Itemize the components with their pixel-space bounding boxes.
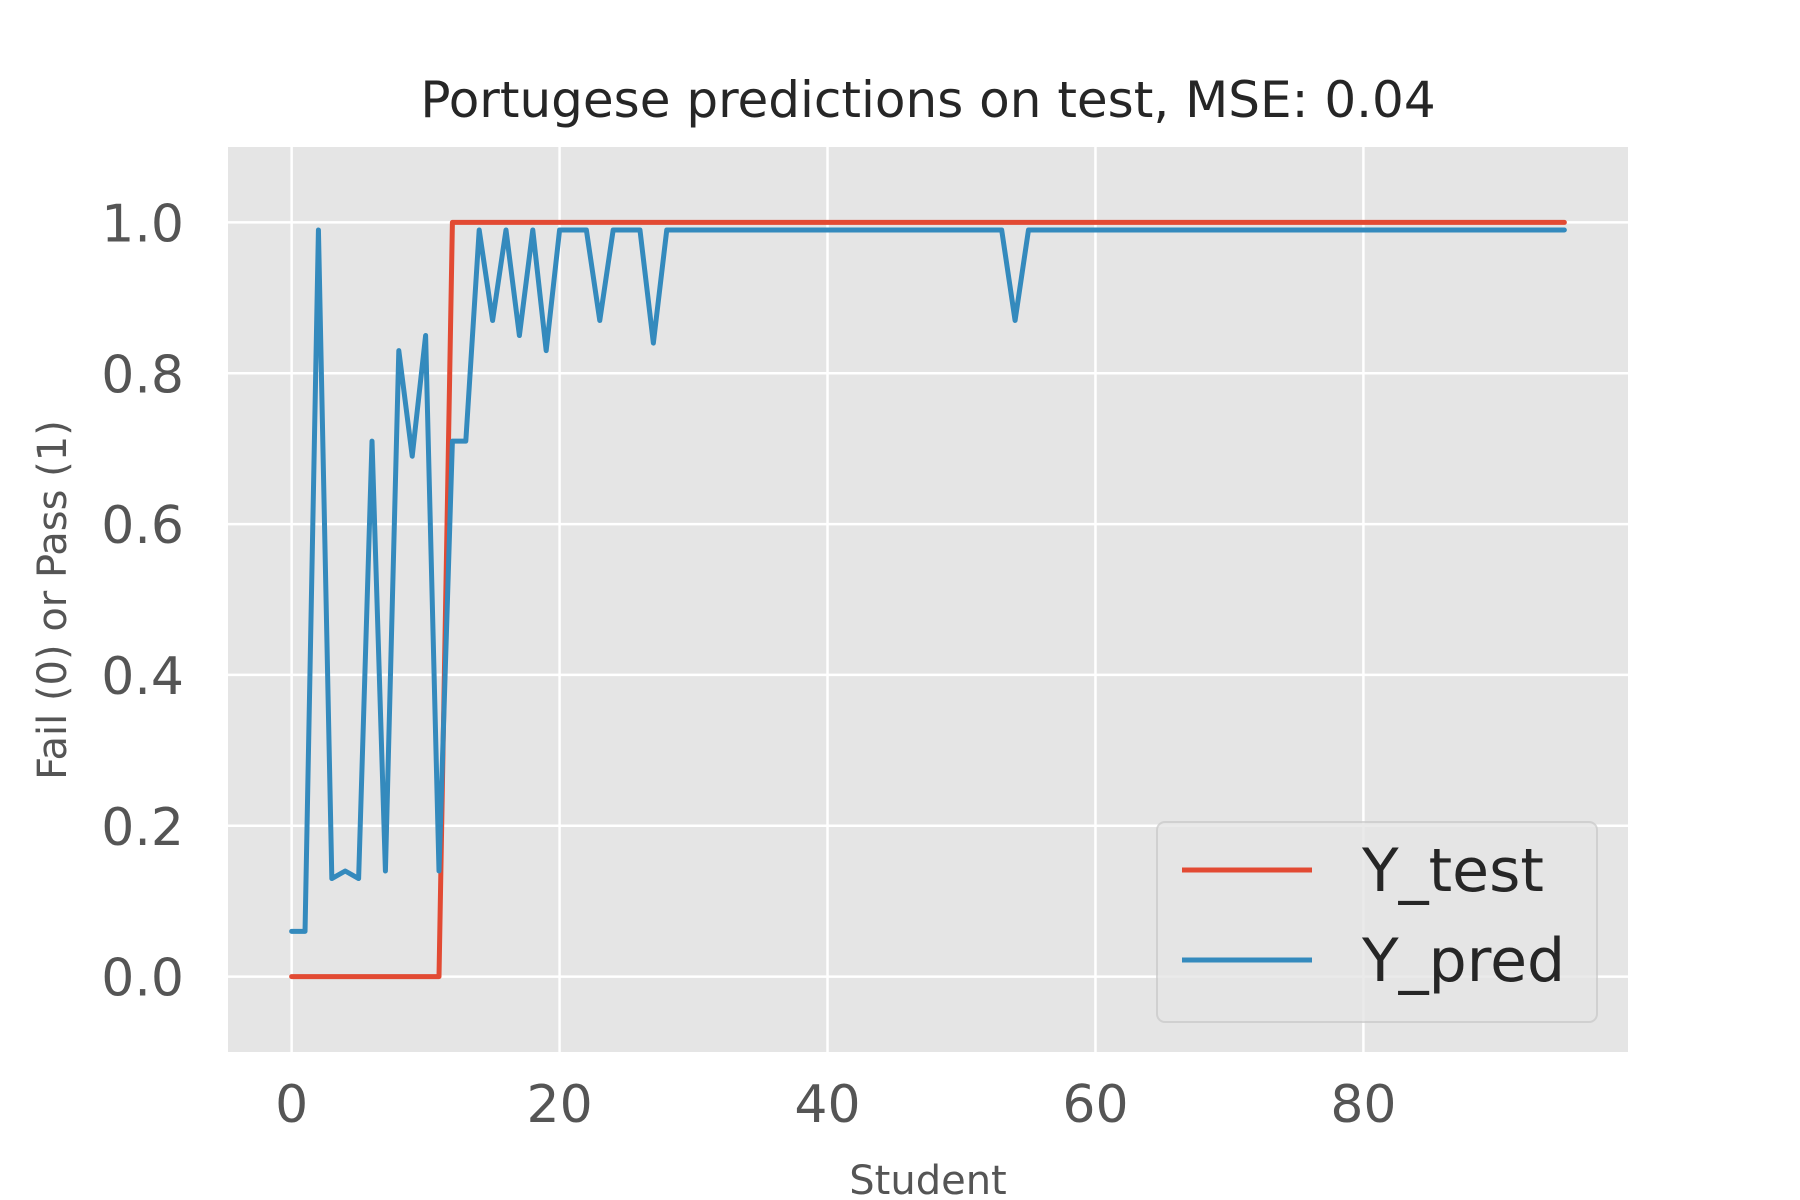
y-tick-label: 0.8 (101, 345, 184, 405)
y-axis-label: Fail (0) or Pass (1) (30, 420, 76, 780)
x-tick-label: 40 (794, 1075, 860, 1135)
y-tick-label: 1.0 (101, 194, 184, 254)
y-tick-label: 0.6 (101, 496, 184, 556)
legend-label-y-test: Y_test (1361, 836, 1544, 906)
legend-label-y-pred: Y_pred (1361, 926, 1565, 996)
legend: Y_test Y_pred (1156, 821, 1598, 1023)
series-line-y-pred (289, 227, 1567, 934)
x-tick-label: 0 (275, 1075, 308, 1135)
y-tick-label: 0.4 (101, 647, 184, 707)
series-layer (289, 219, 1567, 980)
x-tick-label: 80 (1330, 1075, 1396, 1135)
x-tick-label: 60 (1062, 1075, 1128, 1135)
ticks: 0 20 40 60 80 0.0 0.2 0.4 0.6 0.8 1.0 (101, 194, 1396, 1135)
x-axis-label: Student (849, 1158, 1006, 1200)
y-tick-label: 0.0 (101, 949, 184, 1009)
x-tick-label: 20 (526, 1075, 592, 1135)
y-tick-label: 0.2 (101, 798, 184, 858)
chart-title: Portugese predictions on test, MSE: 0.04 (420, 71, 1435, 129)
